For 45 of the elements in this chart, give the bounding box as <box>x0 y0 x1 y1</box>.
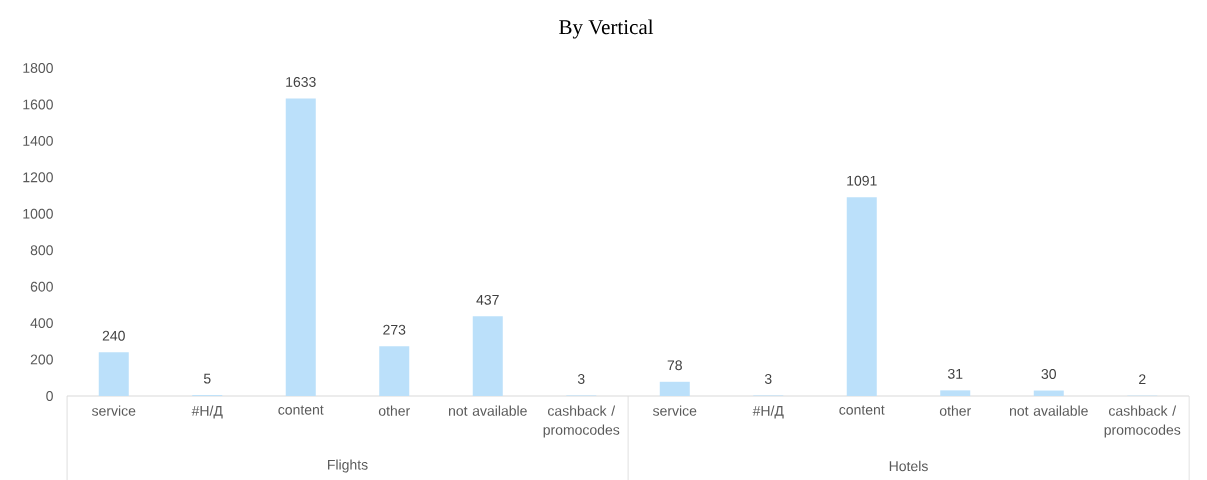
bar <box>659 381 690 396</box>
bar <box>1033 390 1064 396</box>
x-tick-label: #Н/Д <box>191 405 223 419</box>
y-tick-label: 0 <box>46 391 53 401</box>
data-label: 31 <box>948 368 963 379</box>
y-tick-label: 1000 <box>23 208 53 219</box>
y-tick-label: 1600 <box>23 99 53 110</box>
y-tick-label: 1800 <box>23 63 53 73</box>
x-tick-label: other <box>378 405 410 416</box>
x-tick-label: service <box>652 405 697 416</box>
bar <box>472 316 503 396</box>
data-label: 2 <box>1139 374 1146 385</box>
y-tick-label: 400 <box>30 318 53 329</box>
data-label: 3 <box>764 374 772 384</box>
data-label: 273 <box>383 324 406 335</box>
x-tick-label: #Н/Д <box>752 405 784 419</box>
chart-title: By Vertical <box>559 19 654 39</box>
y-tick-label: 200 <box>30 354 53 365</box>
bar <box>940 390 971 396</box>
data-label: 5 <box>203 373 211 384</box>
data-label: 1633 <box>286 76 316 87</box>
data-label: 3 <box>577 374 585 384</box>
x-tick-label: not available <box>448 405 527 416</box>
data-label: 78 <box>667 360 682 371</box>
text: Hotels <box>889 460 928 472</box>
x-tick-label: service <box>91 405 136 416</box>
y-tick-label: 1400 <box>23 135 53 146</box>
y-tick-label: 800 <box>30 245 53 256</box>
bar <box>846 197 877 396</box>
x-tick-label: cashback / promocodes <box>543 405 620 438</box>
data-label: 30 <box>1041 369 1056 379</box>
data-label: 437 <box>476 294 499 305</box>
data-label: 240 <box>102 330 125 341</box>
y-tick-label: 600 <box>30 281 53 292</box>
data-label: 1091 <box>847 175 877 186</box>
x-tick-label: other <box>939 405 971 416</box>
text: Flights <box>328 459 368 473</box>
x-tick-label: content <box>839 405 885 415</box>
bar <box>379 346 410 396</box>
bar <box>98 352 129 396</box>
x-tick-label: not available <box>1009 405 1088 416</box>
x-tick-label: cashback / promocodes <box>1104 405 1181 438</box>
bar <box>285 98 316 396</box>
y-tick-label: 1200 <box>23 172 53 183</box>
x-tick-label: content <box>278 405 324 415</box>
